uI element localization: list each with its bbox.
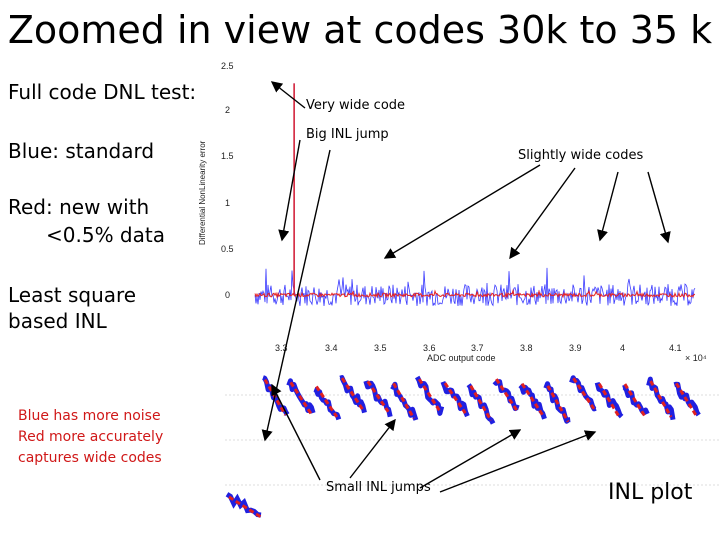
- inl-red-segment: [366, 380, 390, 413]
- y-tick: 1.5: [221, 151, 234, 161]
- least-square-label-line1: Least square: [8, 283, 137, 307]
- y-tick: 2.5: [221, 61, 234, 71]
- annotation-inl-plot: INL plot: [608, 480, 693, 505]
- y-tick: 0.5: [221, 244, 234, 254]
- annotation-big-inl: Big INL jump: [306, 127, 389, 142]
- y-tick: 2: [225, 105, 230, 115]
- inl-blue-segment: [646, 376, 676, 421]
- full-code-label: Full code DNL test:: [8, 80, 197, 104]
- note-blue-noise: Blue has more noise: [18, 408, 161, 424]
- x-tick: 3.9: [569, 343, 582, 353]
- dnl-xticks: 3.3 3.4 3.5 3.6 3.7 3.8 3.9 4 4.1: [275, 343, 682, 353]
- inl-red-segment: [392, 382, 416, 420]
- annotation-small-inl: Small INL jumps: [326, 480, 431, 495]
- arrow-small-inl-3: [419, 429, 522, 489]
- annotation-very-wide: Very wide code: [306, 98, 406, 113]
- arrow-small-inl-4: [439, 430, 597, 493]
- red-new-label-line1: Red: new with: [8, 195, 150, 219]
- x-multiplier: × 10⁴: [685, 353, 707, 363]
- arrow-very-wide: [270, 81, 306, 109]
- dnl-plot-area: [254, 83, 696, 307]
- note-wide-codes: captures wide codes: [18, 450, 162, 466]
- slide-title: Zoomed in view at codes 30k to 35 k: [7, 8, 713, 52]
- dnl-series-line: [254, 267, 696, 307]
- arrow-slightly-1: [383, 164, 541, 259]
- dnl-xlabel: ADC output code: [427, 353, 496, 363]
- inl-red-segment: [315, 385, 339, 418]
- inl-red-fragment: [228, 495, 262, 519]
- x-tick: 3.4: [325, 343, 338, 353]
- dnl-ylabel: Differential NonLinearity error: [198, 140, 207, 245]
- arrow-small-inl-2: [349, 418, 396, 479]
- x-tick: 3.6: [423, 343, 436, 353]
- x-tick: 3.5: [374, 343, 387, 353]
- arrow-slightly-2: [509, 167, 576, 260]
- y-tick: 0: [225, 290, 230, 300]
- inl-red-segment: [443, 382, 467, 414]
- y-tick: 1: [225, 198, 230, 208]
- arrow-big-inl-1: [278, 139, 301, 242]
- dnl-chart: Differential NonLinearity error 2.5 2 1.…: [198, 61, 707, 363]
- blue-standard-label: Blue: standard: [8, 139, 155, 163]
- inl-red-segment: [289, 381, 313, 415]
- x-tick: 4: [620, 343, 625, 353]
- arrow-small-inl-1: [271, 383, 321, 481]
- inl-red-segment: [623, 383, 647, 418]
- x-tick: 4.1: [669, 343, 682, 353]
- annotation-slightly-wide: Slightly wide codes: [518, 148, 644, 163]
- inl-red-segment: [469, 384, 493, 422]
- x-tick: 3.8: [520, 343, 533, 353]
- note-red-accurate: Red more accurately: [18, 429, 164, 445]
- arrow-big-inl-2: [261, 149, 331, 442]
- inl-blue-segment: [518, 383, 547, 420]
- inl-red-segment: [675, 382, 698, 418]
- inl-red-segment: [546, 385, 570, 423]
- arrow-slightly-4: [647, 171, 671, 244]
- x-tick: 3.7: [471, 343, 484, 353]
- inl-red-segment: [597, 382, 621, 419]
- inl-red-segment: [572, 377, 596, 410]
- inl-red-segment: [649, 380, 673, 418]
- inl-red-segment: [417, 378, 441, 412]
- dnl-yticks: 2.5 2 1.5 1 0.5 0: [221, 61, 234, 300]
- inl-red-segment: [495, 378, 519, 412]
- red-new-label-line2: <0.5% data: [46, 223, 165, 247]
- inl-blue-segment: [594, 381, 624, 419]
- inl-blue-fragment: [225, 492, 262, 518]
- least-square-label-line2: based INL: [8, 309, 107, 333]
- inl-red-segment: [520, 382, 544, 416]
- inl-blue-segment: [466, 383, 496, 425]
- x-tick: 3.3: [275, 343, 288, 353]
- dnl-series-line: [254, 288, 696, 299]
- inl-blue-segment: [415, 375, 445, 416]
- arrow-slightly-3: [597, 171, 619, 242]
- inl-red-segment: [340, 377, 364, 411]
